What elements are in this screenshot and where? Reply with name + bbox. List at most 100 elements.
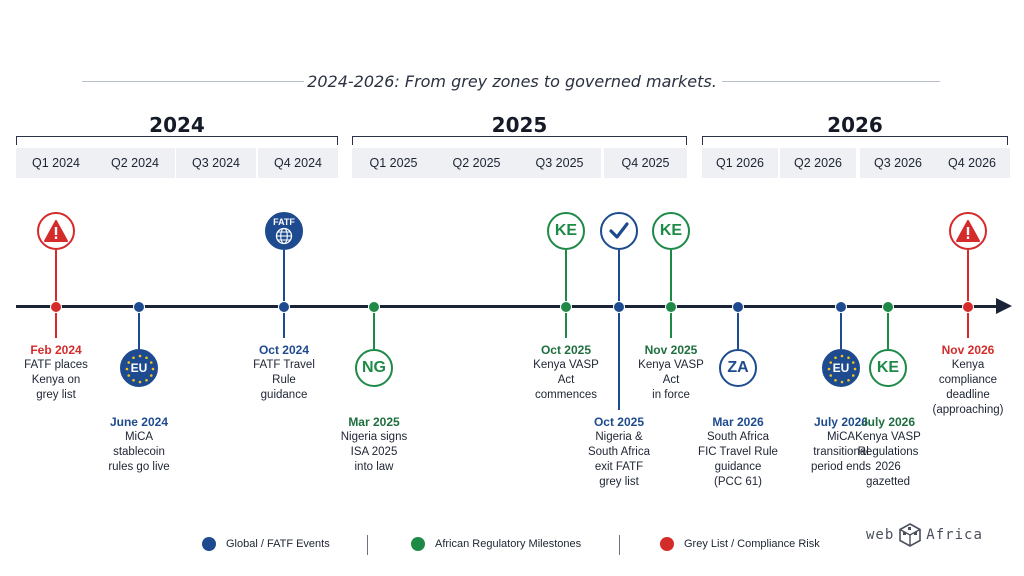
badge-text: EU	[832, 361, 850, 375]
year-label-2025: 2025	[491, 113, 548, 137]
badge-text: NG	[362, 359, 386, 376]
nigeria-icon: NG	[355, 349, 393, 387]
event-description: MiCA transitional period ends	[810, 431, 872, 473]
warning-icon	[37, 212, 75, 250]
year-bracket-2025	[352, 136, 687, 145]
legend-dot-global	[202, 537, 216, 551]
legend-item-african: African Regulatory Milestones	[411, 537, 581, 551]
legend-dot-risk	[660, 537, 674, 551]
timeline-dot	[278, 301, 290, 313]
legend-separator	[619, 535, 620, 555]
south-africa-icon: ZA	[719, 349, 757, 387]
legend-dot-african	[411, 537, 425, 551]
legend-item-risk: Grey List / Compliance Risk	[660, 537, 820, 551]
legend-label-risk: Grey List / Compliance Risk	[684, 538, 820, 550]
cube-icon	[899, 523, 922, 547]
quarter-box: Q4 2026	[934, 148, 1010, 178]
timeline-dot	[133, 301, 145, 313]
event-description: Kenya VASP Regulations 2026 gazetted	[855, 431, 921, 488]
checkmark-icon	[600, 212, 638, 250]
fatf-globe-icon: FATF	[265, 212, 303, 250]
warning-icon	[949, 212, 987, 250]
timeline-dot	[665, 301, 677, 313]
timeline-dot	[613, 301, 625, 313]
event-date: Mar 2026	[712, 415, 764, 429]
event-date: Mar 2025	[348, 415, 400, 429]
event-description: FATF Travel Rule guidance	[253, 359, 315, 401]
event-description: Kenya VASP Act in force	[638, 359, 704, 401]
event-label-july-2026-eu: July 2026 MiCA transitional period ends	[786, 414, 896, 475]
eu-flag-icon: EU	[822, 349, 860, 387]
badge-text: KE	[876, 359, 900, 376]
year-bracket-2026	[702, 136, 1008, 145]
event-stem	[283, 250, 285, 338]
event-label-mar-2026: Mar 2026 South Africa FIC Travel Rule gui…	[683, 414, 793, 490]
timeline-dot	[835, 301, 847, 313]
title-rule-right	[722, 81, 940, 82]
quarter-box: Q4 2025	[604, 148, 687, 178]
timeline-arrow-icon	[996, 298, 1012, 314]
timeline-dot	[732, 301, 744, 313]
logo-text-right: Africa	[926, 527, 983, 543]
logo-text-left: web	[866, 527, 895, 543]
year-label-2024: 2024	[149, 113, 205, 137]
event-description: Kenya compliance deadline (approaching)	[932, 359, 1004, 416]
quarter-box: Q2 2025	[435, 148, 518, 178]
timeline-dot	[882, 301, 894, 313]
quarter-box: Q3 2024	[176, 148, 256, 178]
badge-text: EU	[130, 361, 148, 375]
event-label-oct-2025-ke: Oct 2025 Kenya VASP Act commences	[511, 342, 621, 403]
timeline-dot	[368, 301, 380, 313]
event-label-oct-2024: Oct 2024 FATF Travel Rule guidance	[229, 342, 339, 403]
event-stem	[967, 250, 969, 338]
event-date: Nov 2025	[644, 343, 698, 357]
timeline-axis	[16, 305, 1002, 308]
event-description: MiCA stablecoin rules go live	[108, 431, 170, 473]
event-date: Oct 2025	[593, 415, 645, 429]
kenya-icon: KE	[547, 212, 585, 250]
event-label-july-2026-ke: July 2026 Kenya VASP Regulations 2026 gaz…	[833, 414, 943, 490]
timeline-dot	[962, 301, 974, 313]
year-label-2026: 2026	[827, 113, 883, 137]
quarter-box: Q1 2026	[702, 148, 778, 178]
year-bracket-2024	[16, 136, 338, 145]
timeline-title: 2024-2026: From grey zones to governed m…	[307, 72, 717, 91]
badge-text: KE	[554, 222, 578, 239]
quarter-box: Q4 2024	[258, 148, 338, 178]
event-date: July 2026	[813, 415, 869, 429]
event-stem	[737, 312, 739, 349]
event-stem	[670, 250, 672, 338]
event-date: Oct 2025	[540, 343, 592, 357]
event-date: Feb 2024	[30, 343, 82, 357]
event-date: Oct 2024	[258, 343, 310, 357]
event-stem	[887, 312, 889, 349]
timeline-dot	[50, 301, 62, 313]
eu-flag-icon: EU	[120, 349, 158, 387]
event-stem	[840, 312, 842, 349]
event-label-june-2024: June 2024 MiCA stablecoin rules go live	[84, 414, 194, 475]
timeline-dot	[560, 301, 572, 313]
legend-label-african: African Regulatory Milestones	[435, 538, 582, 550]
legend-item-global: Global / FATF Events	[202, 537, 330, 551]
event-stem	[373, 312, 375, 349]
title-rule-left	[82, 81, 304, 82]
event-label-mar-2025: Mar 2025 Nigeria signs ISA 2025 into law	[319, 414, 429, 475]
kenya-icon: KE	[869, 349, 907, 387]
event-stem	[138, 312, 140, 349]
event-date: July 2026	[860, 415, 916, 429]
event-date: Nov 2026	[941, 343, 995, 357]
event-label-nov-2026: Nov 2026 Kenya compliance deadline (appro…	[913, 342, 1023, 418]
globe-icon	[273, 227, 295, 245]
badge-text: KE	[659, 222, 683, 239]
quarter-box: Q1 2024	[16, 148, 96, 178]
event-date: June 2024	[109, 415, 169, 429]
event-description: FATF places Kenya on grey list	[24, 359, 88, 401]
quarter-box: Q2 2024	[95, 148, 175, 178]
quarter-box: Q2 2026	[780, 148, 856, 178]
event-description: South Africa FIC Travel Rule guidance (P…	[698, 431, 778, 488]
event-description: Nigeria & South Africa exit FATF grey li…	[587, 431, 650, 488]
kenya-icon: KE	[652, 212, 690, 250]
event-stem	[565, 250, 567, 338]
quarter-box: Q1 2025	[352, 148, 435, 178]
badge-text: FATF	[273, 217, 295, 227]
